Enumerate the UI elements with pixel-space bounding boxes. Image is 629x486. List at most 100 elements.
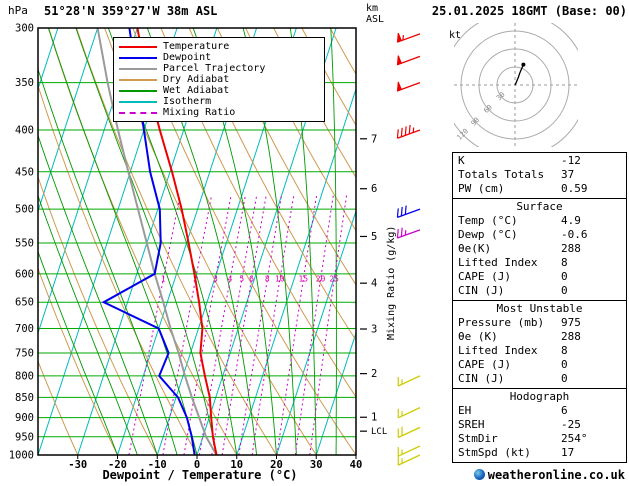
- svg-text:750: 750: [15, 347, 34, 359]
- run-datetime: 25.01.2025 18GMT (Base: 00): [431, 4, 627, 18]
- svg-text:300: 300: [15, 23, 34, 35]
- svg-text:4: 4: [228, 275, 233, 284]
- svg-text:3: 3: [371, 324, 377, 336]
- km-axis-label: km ASL: [366, 3, 385, 25]
- table-row-label: Pressure (mb): [458, 316, 545, 329]
- svg-text:950: 950: [15, 431, 34, 443]
- storm-motion-dot: [521, 62, 526, 67]
- svg-text:10: 10: [230, 459, 243, 471]
- table-row-value: 254°: [561, 432, 588, 445]
- svg-text:2: 2: [371, 368, 377, 380]
- table-row-value: -12: [561, 154, 581, 167]
- svg-text:20: 20: [270, 459, 283, 471]
- svg-text:4: 4: [371, 278, 377, 290]
- table-row-label: Lifted Index: [458, 256, 538, 269]
- legend-line-sample: [119, 111, 157, 114]
- svg-text:1000: 1000: [9, 450, 34, 462]
- legend-item-label: Dry Adiabat: [163, 74, 230, 85]
- table-row-label: StmSpd (kt): [458, 446, 531, 459]
- legend-line-sample: [119, 67, 157, 70]
- table-row: θe (K) 288: [453, 330, 626, 344]
- table-row-label: Temp (°C): [458, 214, 518, 227]
- mixing-ratio-axis-label: Mixing Ratio (g/kg): [386, 225, 397, 340]
- table-row: CAPE (J) 0: [453, 358, 626, 372]
- svg-text:850: 850: [15, 392, 34, 404]
- globe-icon: [473, 469, 485, 480]
- table-row: Temp (°C) 4.9: [453, 214, 626, 228]
- legend-item: Isotherm: [119, 96, 318, 107]
- table-section: K -12 Totals Totals 37 PW (cm) 0.59: [453, 153, 626, 198]
- copyright-text: weatheronline.co.uk: [487, 468, 625, 482]
- table-row-value: 0: [561, 284, 568, 297]
- km-axis: 7 6 5 4 3 2 1 LCL: [360, 133, 387, 437]
- svg-text:60: 60: [482, 103, 494, 115]
- wind-barbs: [396, 32, 421, 466]
- svg-text:25: 25: [329, 275, 339, 284]
- legend-item-label: Parcel Trajectory: [163, 63, 266, 74]
- svg-text:1: 1: [371, 412, 377, 424]
- table-row-value: 0: [561, 270, 568, 283]
- pressure-axis: 300 350 400 450 500 550 600 650 700 750 800 850 900 9…: [9, 23, 34, 462]
- legend-item: Dry Adiabat: [119, 74, 318, 85]
- svg-text:600: 600: [15, 268, 34, 280]
- hodograph-rings: [454, 23, 578, 147]
- legend-item: Dewpoint: [119, 52, 318, 63]
- svg-text:30: 30: [310, 459, 323, 471]
- lcl-label: LCL: [371, 427, 387, 437]
- table-row-label: Lifted Index: [458, 344, 538, 357]
- table-row: SREH -25: [453, 418, 626, 432]
- legend-item: Parcel Trajectory: [119, 63, 318, 74]
- legend-item: Mixing Ratio: [119, 107, 318, 118]
- table-row: CAPE (J) 0: [453, 270, 626, 284]
- svg-text:90: 90: [470, 116, 482, 128]
- legend-item-label: Isotherm: [163, 96, 212, 107]
- temperature-axis: -30 -20 -10 0 10 20 30 40: [68, 455, 362, 471]
- table-row-value: 0: [561, 358, 568, 371]
- table-section-header: Most Unstable: [496, 302, 583, 315]
- svg-text:-10: -10: [148, 459, 167, 471]
- svg-text:20: 20: [316, 275, 326, 284]
- station-title: 51°28'N 359°27'W 38m ASL: [44, 4, 218, 18]
- table-row-value: -0.6: [561, 228, 588, 241]
- svg-text:5: 5: [371, 231, 377, 243]
- table-row-value: 288: [561, 330, 581, 343]
- svg-text:-30: -30: [68, 459, 87, 471]
- table-row: Lifted Index 8: [453, 344, 626, 358]
- skewt-chart: 1 2 3 4 5 6 8 10 15 20 253003504004505005506006507…: [9, 23, 421, 471]
- table-row-label: θe(K): [458, 242, 492, 255]
- table-section-header: Hodograph: [509, 390, 570, 403]
- svg-text:5: 5: [239, 275, 244, 284]
- table-row-value: 8: [561, 344, 568, 357]
- svg-text:8: 8: [265, 275, 270, 284]
- table-row-label: PW (cm): [458, 182, 505, 195]
- legend-item-label: Wet Adiabat: [163, 85, 230, 96]
- table-row: Dewp (°C) -0.6: [453, 228, 626, 242]
- table-row-value: 0.59: [561, 182, 588, 195]
- legend-line-sample: [119, 100, 157, 103]
- table-row-value: 288: [561, 242, 581, 255]
- table-row-label: Dewp (°C): [458, 228, 518, 241]
- table-row-value: 17: [561, 446, 575, 459]
- table-row-label: StmDir: [458, 432, 498, 445]
- svg-text:6: 6: [249, 275, 254, 284]
- legend: Temperature Dewpoint Parcel Trajectory Dry …: [113, 37, 325, 122]
- table-row-value: 975: [561, 316, 581, 329]
- table-row: PW (cm) 0.59: [453, 182, 626, 196]
- svg-text:30: 30: [495, 91, 507, 103]
- table-row-label: K: [458, 154, 465, 167]
- svg-text:400: 400: [15, 125, 34, 137]
- svg-text:800: 800: [15, 370, 34, 382]
- hodograph-trace: [514, 62, 526, 86]
- profiles: [96, 28, 218, 455]
- table-row-label: θe (K): [458, 330, 498, 343]
- table-row-label: SREH: [458, 418, 485, 431]
- svg-text:40: 40: [350, 459, 363, 471]
- table-row: CIN (J) 0: [453, 372, 626, 386]
- svg-text:-20: -20: [108, 459, 127, 471]
- legend-line-sample: [119, 56, 157, 59]
- mixing-ratio-labels: 1 2 3 4 5 6 8 10 15 20 25: [161, 275, 339, 284]
- svg-text:0: 0: [194, 459, 200, 471]
- legend-line-sample: [119, 78, 157, 81]
- table-row: StmSpd (kt) 17: [453, 446, 626, 460]
